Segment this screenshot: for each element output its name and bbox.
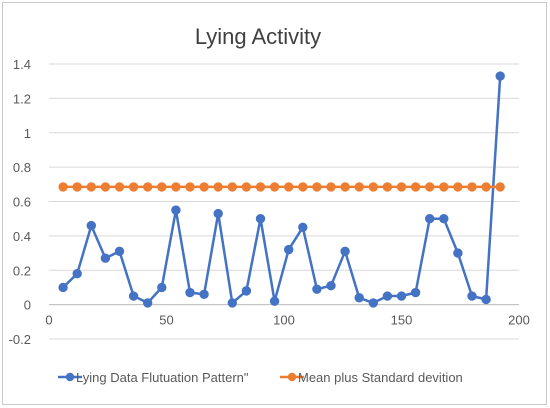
series-1-point (86, 220, 97, 231)
series-2-point (199, 182, 209, 192)
series-2-point (453, 182, 463, 192)
x-tick-label: 150 (391, 313, 413, 328)
series-1-point (58, 282, 68, 293)
series-1-point (368, 298, 378, 308)
series-1-point (410, 287, 421, 298)
axes: -0.2 0 0.2 0.4 0.6 0.8 1 1.2 1.4 0 50 100 150 200 (9, 57, 530, 347)
series-1-point (495, 71, 505, 81)
series-1-point (382, 291, 393, 301)
y-tick-label: -0.2 (9, 332, 31, 347)
series-2-point (72, 182, 82, 192)
gridlines (49, 63, 519, 340)
y-tick-label: 0.2 (13, 263, 31, 278)
series-1-point (114, 246, 125, 257)
series-1-point (143, 298, 153, 308)
series-1-point (241, 286, 252, 296)
series-2-point (284, 182, 294, 192)
series-2-point (368, 182, 378, 192)
series-1-point (171, 205, 181, 215)
series-1-point (396, 291, 407, 301)
series-1-point (269, 296, 280, 306)
series-2-point (467, 182, 477, 192)
x-tick-label: 50 (159, 313, 173, 328)
series-2-point (171, 182, 181, 192)
series-1-point (128, 291, 139, 301)
series-1-point (72, 268, 82, 279)
series-2-point (354, 182, 364, 192)
x-tick-label: 100 (273, 313, 295, 328)
legend: Lying Data Flutuation Pattern" Mean plus … (58, 370, 463, 385)
series-1-point (157, 282, 167, 293)
series-2-point (58, 182, 68, 192)
y-tick-label: 0.4 (13, 229, 31, 244)
y-tick-label: 1 (24, 126, 31, 141)
series-1-point (199, 289, 209, 300)
y-tick-label: 0.6 (13, 195, 31, 210)
series-1-point (481, 294, 491, 305)
series-2-point (269, 182, 280, 192)
series-1-point (340, 246, 350, 257)
x-tick-label: 0 (45, 313, 52, 328)
y-tick-label: 1.4 (13, 57, 31, 72)
series-2-point (241, 182, 252, 192)
series-1-point (100, 253, 111, 263)
chart-title: Lying Activity (195, 24, 321, 49)
series-1-point (284, 244, 294, 255)
series-1-point (255, 213, 266, 224)
series-2-point (100, 182, 111, 192)
series-2-point (396, 182, 407, 192)
series-1-point (425, 213, 435, 224)
series-1-point (298, 222, 308, 232)
series-2-point (255, 182, 266, 192)
series-2-point (495, 182, 505, 192)
series-2-point (425, 182, 435, 192)
series-layer (58, 71, 505, 308)
series-2-point (157, 182, 167, 192)
series-2-point (410, 182, 421, 192)
x-tick-label: 200 (508, 313, 530, 328)
series-1-point (453, 248, 463, 258)
series-1-point (467, 291, 477, 301)
y-tick-label: 1.2 (13, 91, 31, 106)
series-2-point (298, 182, 308, 192)
series-1-point (354, 293, 364, 303)
series-1-point (213, 208, 223, 219)
series-2-point (439, 182, 449, 192)
series-2-point (143, 182, 153, 192)
legend-label: Mean plus Standard devition (298, 370, 463, 385)
series-1-point (227, 298, 238, 308)
series-2-point (128, 182, 139, 192)
chart-frame (2, 2, 547, 405)
series-2-point (312, 182, 322, 192)
series-2-point (340, 182, 350, 192)
y-tick-label: 0 (24, 298, 31, 313)
legend-label: Lying Data Flutuation Pattern" (76, 370, 249, 385)
series-1-point (185, 287, 195, 298)
series-2-point (326, 182, 336, 192)
series-1-point (312, 284, 322, 294)
series-2-point (382, 182, 393, 192)
series-1-point (439, 213, 449, 224)
series-2-point (481, 182, 491, 192)
series-2-point (86, 182, 97, 192)
legend-swatch-marker (287, 372, 297, 382)
series-2-point (185, 182, 195, 192)
series-2-point (213, 182, 223, 192)
series-line-1 (62, 75, 502, 305)
series-2-point (114, 182, 125, 192)
legend-swatch-marker (65, 372, 75, 382)
series-2-point (227, 182, 238, 192)
y-tick-label: 0.8 (13, 160, 31, 175)
series-1-point (326, 281, 336, 291)
